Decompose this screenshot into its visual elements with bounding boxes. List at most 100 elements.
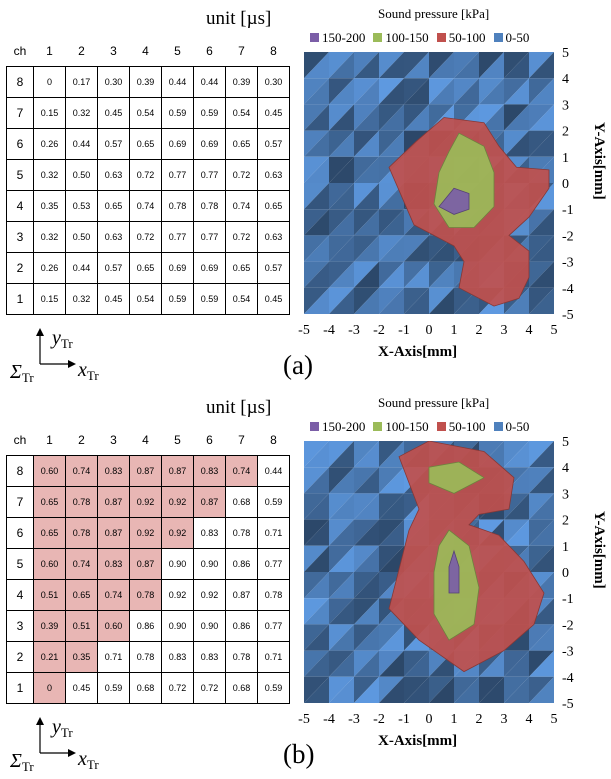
delay-cell: 0.72 [129,159,162,191]
delay-cell: 0.44 [65,252,98,284]
table-row: 3 0.32 0.50 0.63 0.72 0.77 0.77 0.72 0.63 [6,221,290,253]
y-tick-label: 3 [562,487,569,502]
background-tile [354,519,379,546]
delay-table: ch 1 2 3 4 5 6 7 8 8 0 0.17 0.30 0.39 0.44 0.44 0.39 0.30… [6,36,290,315]
channel-label: 3 [6,221,34,253]
delay-cell: 0.65 [257,190,290,222]
panel-a: unit [µs] ch 1 2 3 4 5 6 7 8 8 0 0.17 0.30 0.39 0.44 0.… [0,0,611,389]
background-tile [479,287,504,314]
background-tile [329,183,354,210]
background-tile [354,130,379,157]
y-axis-label: Y-Axis[mm] [591,511,607,589]
y-tick-label: 0 [562,177,569,192]
column-header: 7 [238,433,245,447]
background-tile [329,598,354,625]
y-tick-label: 4 [562,72,569,87]
delay-cell: 0.68 [225,486,258,518]
background-tile [504,130,529,157]
coordinate-system-diagram: yTr xTr ΣTr [9,327,99,385]
coord-label-x: xTr [77,748,99,772]
background-tile [529,519,554,546]
background-tile [329,493,354,520]
delay-cell: 0.65 [129,252,162,284]
background-tile [379,183,404,210]
background-tile [454,287,479,314]
background-tile [304,598,329,625]
delay-cell: 0.57 [97,128,130,160]
delay-cell: 0.65 [33,517,66,549]
delay-cell: 0.59 [257,672,290,704]
table-row: 6 0.65 0.78 0.87 0.92 0.92 0.83 0.78 0.71 [6,517,290,549]
delay-table: ch 1 2 3 4 5 6 7 8 8 0.60 0.74 0.83 0.87 0.87 0.83 0.74 0… [6,425,290,704]
background-tile [404,650,429,677]
background-tile [479,52,504,79]
background-tile [529,650,554,677]
delay-cell: 0.92 [193,579,226,611]
background-tile [354,493,379,520]
background-tile [354,441,379,468]
column-header: 6 [206,44,213,58]
background-tile [304,650,329,677]
background-tile [529,441,554,468]
delay-cell: 0.71 [97,641,130,673]
background-tile [329,572,354,599]
background-tile [504,130,529,157]
background-tile [354,624,379,651]
delay-cell: 0.90 [193,548,226,580]
delay-cell: 0.68 [129,672,162,704]
delay-cell: 0.69 [193,252,226,284]
background-tile [354,183,379,210]
x-tick-label: -2 [373,712,385,727]
background-tile [429,650,454,677]
column-header: 2 [78,44,85,58]
column-header: 5 [174,433,181,447]
background-tile [329,52,354,79]
background-tile [504,519,529,546]
background-tile [529,78,554,105]
delay-cell: 0.15 [33,283,66,315]
delay-cell: 0.83 [193,641,226,673]
delay-cell: 0.87 [225,579,258,611]
background-tile [454,78,479,105]
background-tile [479,493,504,520]
background-tile [304,572,329,599]
delay-cell: 0.30 [97,66,130,98]
delay-cell: 0.87 [193,486,226,518]
channel-label: 3 [6,610,34,642]
background-tile [529,287,554,314]
background-tile [329,209,354,236]
y-tick-label: 0 [562,566,569,581]
y-tick-label: 5 [562,435,569,450]
x-tick-label: -2 [373,323,385,338]
background-tile [379,235,404,262]
legend-swatch [310,33,319,42]
pressure-region-150-200 [448,549,460,594]
column-header: 7 [238,44,245,58]
delay-cell: 0.35 [33,190,66,222]
delay-cell: 0.77 [257,548,290,580]
background-tile [354,650,379,677]
background-tile [379,104,404,131]
delay-cell: 0.92 [129,517,162,549]
coord-label-x: xTr [77,359,99,383]
background-tile [354,650,379,677]
background-tile [479,78,504,105]
background-tile [304,130,329,157]
background-tile [379,209,404,236]
background-tile [454,52,479,79]
legend-label: 50-100 [448,419,486,434]
delay-cell: 0.44 [161,66,194,98]
delay-cell: 0.39 [33,610,66,642]
delay-cell: 0.59 [193,97,226,129]
legend-swatch [493,422,503,431]
delay-cell: 0.51 [33,579,66,611]
legend-item: 150-200 [310,419,365,435]
table-row: 5 0.32 0.50 0.63 0.72 0.77 0.77 0.72 0.63 [6,159,290,191]
table-row: 2 0.21 0.35 0.71 0.78 0.83 0.83 0.78 0.71 [6,641,290,673]
y-tick-label: -1 [562,592,574,607]
table-row: 5 0.60 0.74 0.83 0.87 0.90 0.90 0.86 0.77 [6,548,290,580]
legend-item: 0-50 [493,419,529,435]
delay-cell: 0.74 [129,190,162,222]
delay-cell: 0.57 [257,128,290,160]
channel-label: 8 [6,66,34,98]
